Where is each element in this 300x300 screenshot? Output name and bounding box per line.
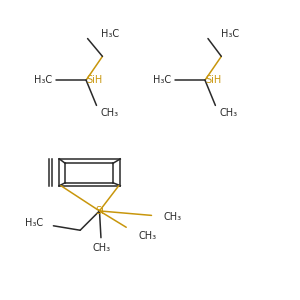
Text: H₃C: H₃C [221,29,239,39]
Text: CH₃: CH₃ [164,212,181,222]
Text: SiH: SiH [86,75,102,85]
Text: H₃C: H₃C [25,218,43,228]
Text: H₃C: H₃C [153,75,171,85]
Text: CH₃: CH₃ [93,243,111,253]
Text: Si: Si [95,206,104,216]
Text: CH₃: CH₃ [220,108,238,118]
Text: CH₃: CH₃ [138,231,156,241]
Text: CH₃: CH₃ [101,108,119,118]
Text: SiH: SiH [205,75,221,85]
Text: H₃C: H₃C [101,29,119,39]
Text: H₃C: H₃C [34,75,52,85]
